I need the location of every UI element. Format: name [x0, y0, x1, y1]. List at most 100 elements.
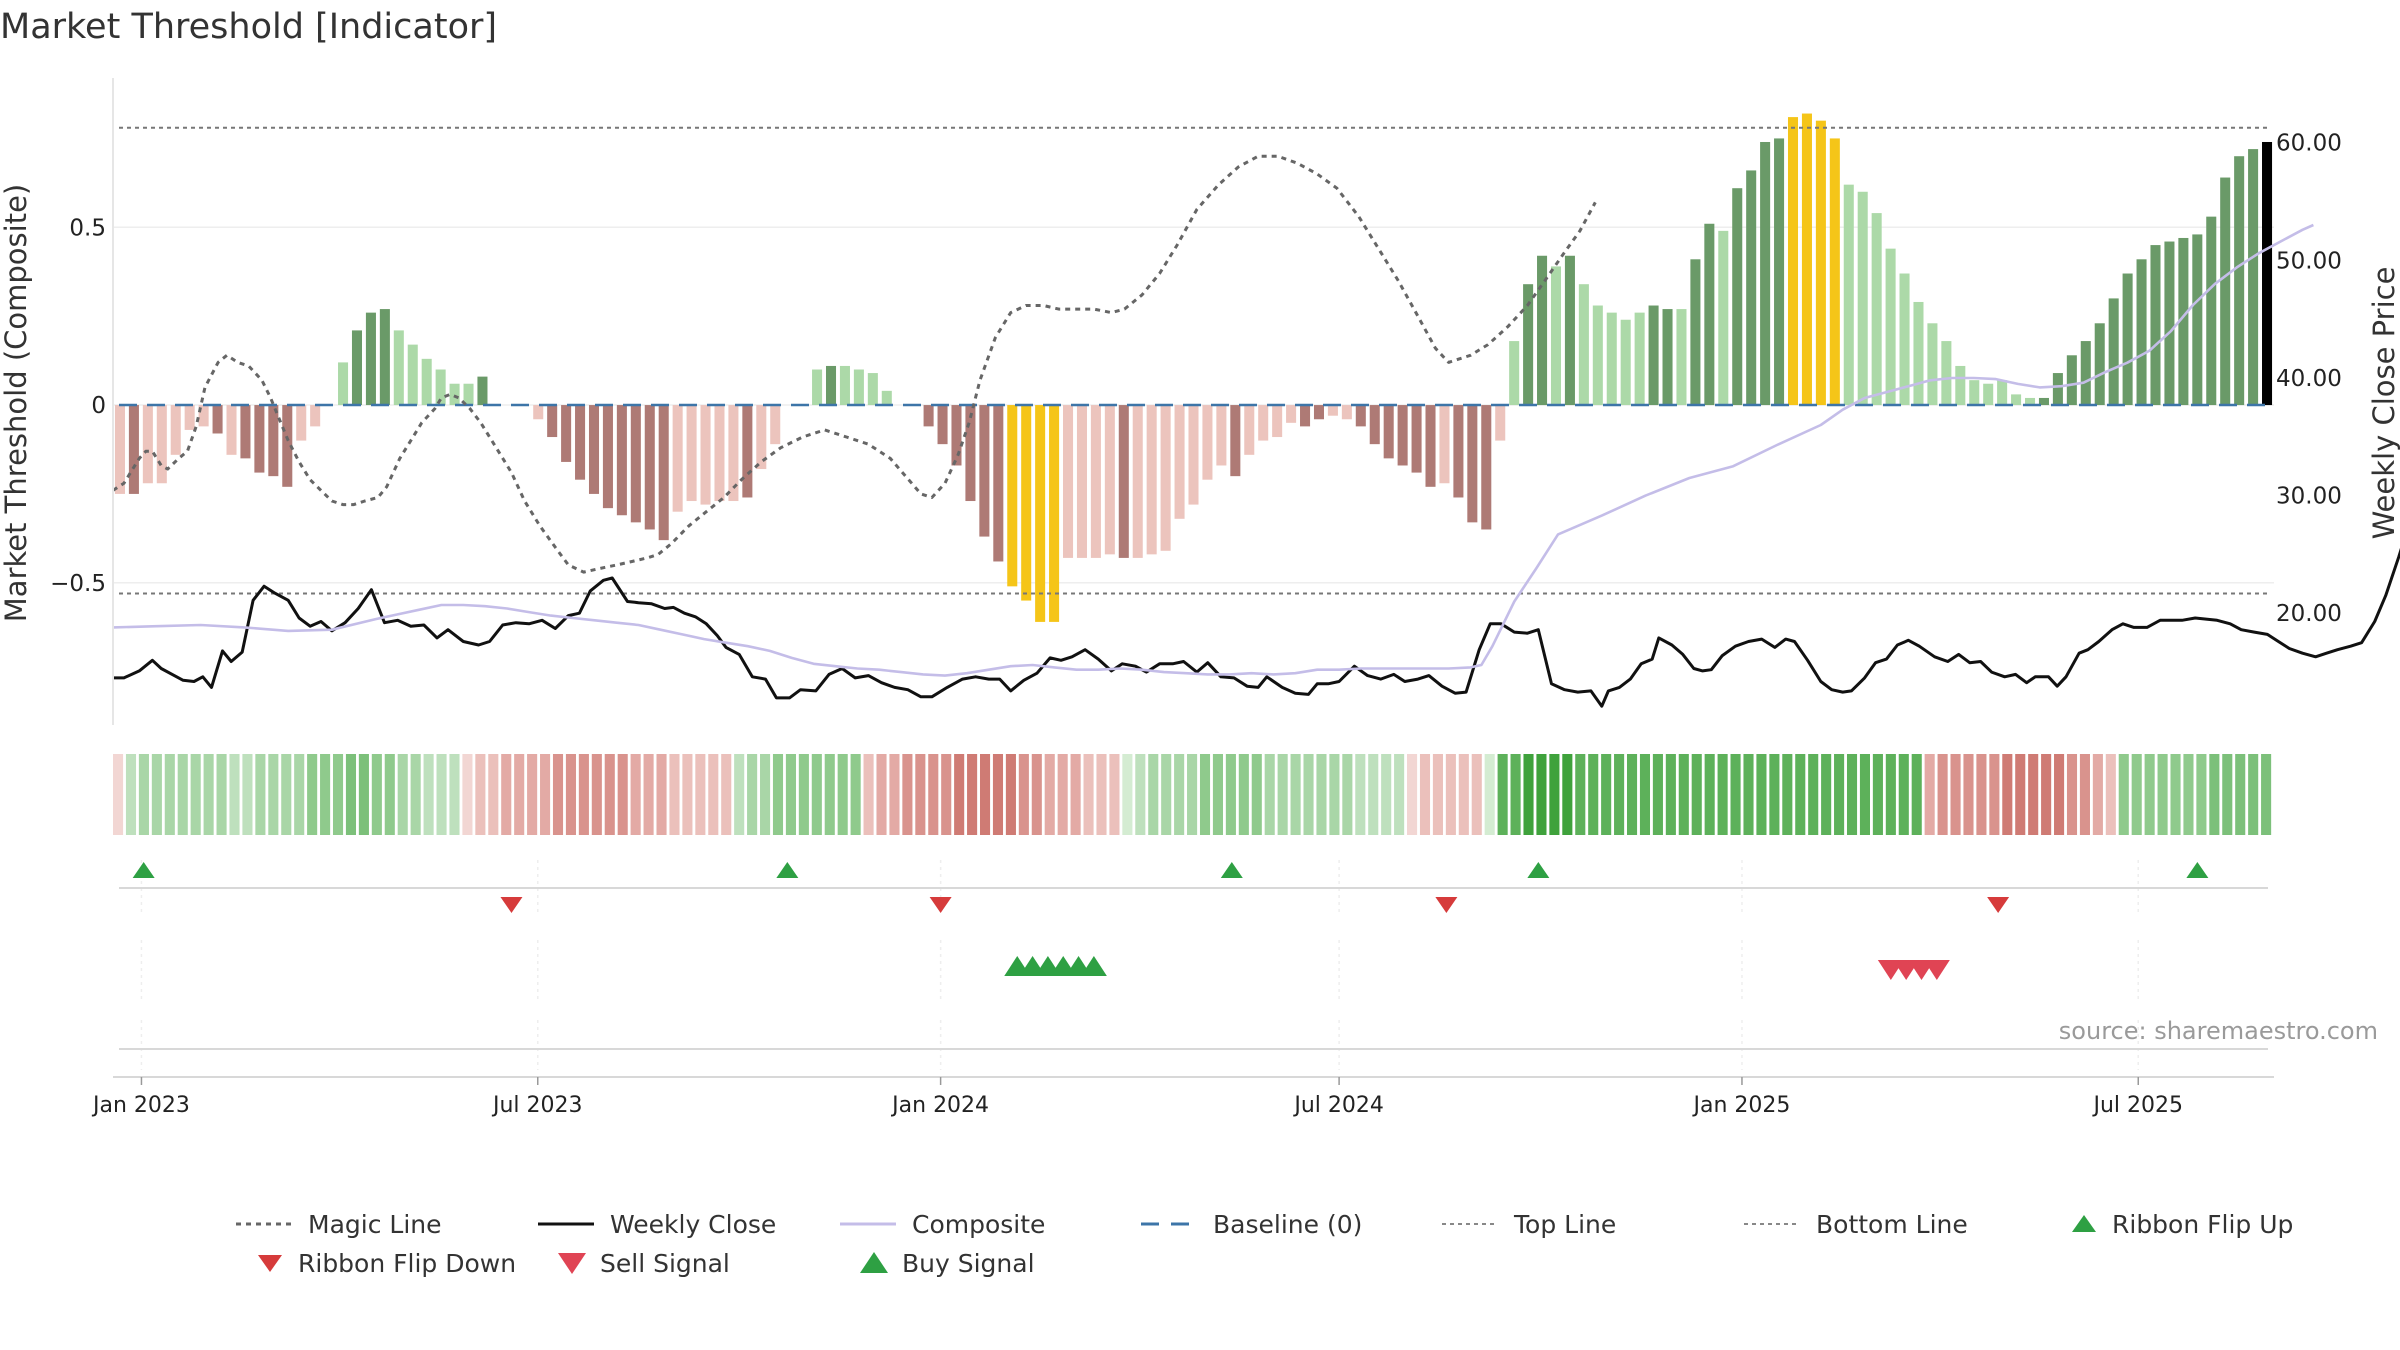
composite-bar — [979, 405, 990, 537]
composite-bar — [421, 358, 432, 406]
composite-bar — [1787, 117, 1799, 406]
ribbon-flip-up-marker — [132, 862, 155, 878]
ribbon-cell — [1730, 754, 1741, 835]
composite-bar — [1104, 405, 1115, 555]
ribbon-cell — [1510, 754, 1521, 835]
ribbon-cell — [1911, 754, 1922, 835]
ribbon-cell — [2261, 754, 2272, 835]
y2-tick-label: 60.00 — [2276, 131, 2342, 157]
composite-bar — [1537, 255, 1548, 406]
ribbon-cell — [488, 754, 499, 835]
ribbon-cell — [1989, 754, 2000, 835]
ribbon-cell — [1950, 754, 1961, 835]
ribbon-flip-up-marker — [776, 862, 799, 878]
ribbon-cell — [1355, 754, 1366, 835]
composite-bar — [812, 369, 823, 406]
composite-bar — [156, 405, 167, 484]
ribbon-cell — [229, 754, 240, 835]
ribbon-cell — [2079, 754, 2090, 835]
ribbon-cell — [1976, 754, 1987, 835]
composite-bar — [686, 405, 697, 502]
composite-bar — [1969, 380, 1980, 406]
ribbon-cell — [1885, 754, 1896, 835]
x-tick-label: Jan 2023 — [91, 1093, 190, 1118]
x-tick-label: Jul 2025 — [2091, 1093, 2183, 1118]
ribbon-cell — [708, 754, 719, 835]
ribbon-cell — [2131, 754, 2142, 835]
ribbon-cell — [216, 754, 227, 835]
composite-bar — [853, 369, 864, 406]
ribbon-cell — [2028, 754, 2039, 835]
ribbon-cell — [1872, 754, 1883, 835]
date-gridlines — [140, 860, 2140, 1070]
composite-bar — [1411, 405, 1422, 473]
composite-bar — [1132, 405, 1143, 558]
composite-bar — [1955, 365, 1966, 406]
composite-bar — [616, 405, 627, 516]
legend-item: Ribbon Flip Up — [2072, 1210, 2293, 1239]
ribbon-cell — [552, 754, 564, 835]
ribbon-cell — [527, 754, 538, 835]
composite-bar — [1467, 405, 1478, 523]
composite-bar — [728, 405, 739, 502]
composite-bar — [1843, 184, 1854, 406]
composite-bar — [2262, 141, 2273, 406]
composite-bar — [1286, 405, 1297, 423]
composite-bar — [198, 405, 209, 427]
composite-bar — [2052, 373, 2063, 406]
ribbon-cell — [1536, 754, 1547, 835]
ribbon-cell — [423, 754, 434, 835]
ribbon-cell — [1148, 754, 1159, 835]
composite-bar — [951, 405, 962, 466]
composite-bar — [1425, 405, 1436, 487]
ribbon-cell — [1562, 754, 1573, 835]
composite-bar — [1606, 312, 1617, 406]
ribbon-cell — [2196, 754, 2207, 835]
ribbon-cell — [941, 754, 952, 835]
composite-bar — [1592, 305, 1603, 406]
legend-label: Sell Signal — [600, 1249, 730, 1278]
ribbon-cell — [268, 754, 279, 835]
ribbon-cell — [695, 754, 706, 835]
ribbon-cell — [501, 754, 512, 835]
ribbon-cell — [798, 754, 809, 835]
composite-bar — [700, 405, 711, 505]
composite-bar — [1801, 113, 1812, 406]
ribbon-cell — [281, 754, 292, 835]
ribbon-cell — [294, 754, 305, 835]
ribbon-cell — [1212, 754, 1223, 835]
composite-bar — [1160, 405, 1171, 551]
ribbon-cell — [1523, 754, 1534, 835]
legend-label: Magic Line — [308, 1210, 442, 1239]
ribbon-cell — [772, 754, 784, 835]
ribbon-cell — [1018, 754, 1029, 835]
ribbon-cell — [1161, 754, 1172, 835]
ribbon-cell — [113, 754, 124, 835]
ribbon-cell — [1031, 754, 1042, 835]
legend-label: Ribbon Flip Down — [298, 1249, 516, 1278]
composite-bar — [2136, 259, 2147, 406]
composite-bar — [2234, 156, 2245, 406]
ribbon-cell — [1329, 754, 1340, 835]
ribbon-panel — [113, 754, 2272, 835]
ribbon-flip-up-marker — [1220, 862, 1243, 878]
ribbon-cell — [760, 754, 771, 835]
composite-bar — [1620, 319, 1631, 406]
ribbon-cell — [1277, 754, 1288, 835]
legend-item: Bottom Line — [1744, 1210, 1968, 1239]
legend-item: Baseline (0) — [1141, 1210, 1362, 1239]
composite-bar — [1202, 405, 1213, 480]
ribbon-cell — [1005, 754, 1016, 835]
composite-bar — [1035, 405, 1046, 622]
ribbon-cell — [1795, 754, 1806, 835]
composite-bar — [742, 405, 753, 498]
ribbon-cell — [1445, 754, 1456, 835]
composite-bar — [1550, 266, 1562, 406]
ribbon-cell — [837, 754, 848, 835]
ribbon-cell — [1549, 754, 1560, 835]
composite-bar — [393, 330, 404, 406]
left-axis-ticks: 0.5 0 −0.5 — [50, 215, 106, 596]
ribbon-cell — [979, 754, 991, 835]
x-tick-label: Jan 2024 — [890, 1093, 989, 1118]
composite-bar — [1927, 323, 1938, 406]
